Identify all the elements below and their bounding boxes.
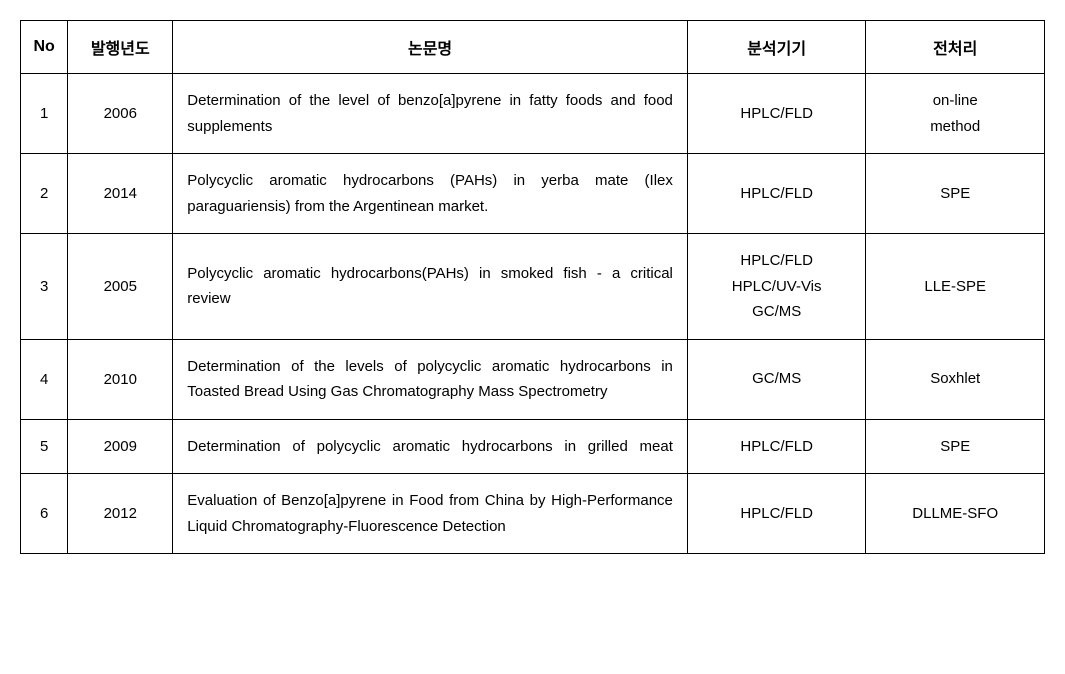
cell-instrument: HPLC/FLDHPLC/UV-VisGC/MS (687, 234, 866, 340)
cell-no: 1 (21, 74, 68, 154)
cell-year: 2009 (68, 419, 173, 474)
cell-no: 2 (21, 154, 68, 234)
cell-year: 2012 (68, 474, 173, 554)
table-row: 3 2005 Polycyclic aromatic hydrocarbons(… (21, 234, 1045, 340)
cell-instrument: HPLC/FLD (687, 419, 866, 474)
cell-no: 4 (21, 339, 68, 419)
cell-pretreatment: LLE-SPE (866, 234, 1045, 340)
cell-pretreatment: SPE (866, 419, 1045, 474)
cell-instrument: HPLC/FLD (687, 154, 866, 234)
header-pretreatment: 전처리 (866, 21, 1045, 74)
cell-year: 2014 (68, 154, 173, 234)
research-papers-table: No 발행년도 논문명 분석기기 전처리 1 2006 Determinatio… (20, 20, 1045, 554)
header-row: No 발행년도 논문명 분석기기 전처리 (21, 21, 1045, 74)
cell-year: 2010 (68, 339, 173, 419)
cell-title: Polycyclic aromatic hydrocarbons (PAHs) … (173, 154, 688, 234)
cell-no: 6 (21, 474, 68, 554)
cell-title: Determination of the level of benzo[a]py… (173, 74, 688, 154)
table-row: 6 2012 Evaluation of Benzo[a]pyrene in F… (21, 474, 1045, 554)
cell-title: Evaluation of Benzo[a]pyrene in Food fro… (173, 474, 688, 554)
table-row: 4 2010 Determination of the levels of po… (21, 339, 1045, 419)
cell-pretreatment: Soxhlet (866, 339, 1045, 419)
cell-title: Determination of polycyclic aromatic hyd… (173, 419, 688, 474)
table-row: 1 2006 Determination of the level of ben… (21, 74, 1045, 154)
header-year: 발행년도 (68, 21, 173, 74)
cell-year: 2005 (68, 234, 173, 340)
table-container: No 발행년도 논문명 분석기기 전처리 1 2006 Determinatio… (20, 20, 1045, 554)
table-row: 2 2014 Polycyclic aromatic hydrocarbons … (21, 154, 1045, 234)
cell-no: 3 (21, 234, 68, 340)
cell-instrument: HPLC/FLD (687, 474, 866, 554)
header-instrument: 분석기기 (687, 21, 866, 74)
header-no: No (21, 21, 68, 74)
cell-pretreatment: SPE (866, 154, 1045, 234)
table-body: 1 2006 Determination of the level of ben… (21, 74, 1045, 554)
cell-no: 5 (21, 419, 68, 474)
cell-title: Determination of the levels of polycycli… (173, 339, 688, 419)
table-row: 5 2009 Determination of polycyclic aroma… (21, 419, 1045, 474)
header-title: 논문명 (173, 21, 688, 74)
cell-instrument: GC/MS (687, 339, 866, 419)
cell-instrument: HPLC/FLD (687, 74, 866, 154)
table-header: No 발행년도 논문명 분석기기 전처리 (21, 21, 1045, 74)
cell-year: 2006 (68, 74, 173, 154)
cell-title: Polycyclic aromatic hydrocarbons(PAHs) i… (173, 234, 688, 340)
cell-pretreatment: DLLME-SFO (866, 474, 1045, 554)
cell-pretreatment: on-linemethod (866, 74, 1045, 154)
